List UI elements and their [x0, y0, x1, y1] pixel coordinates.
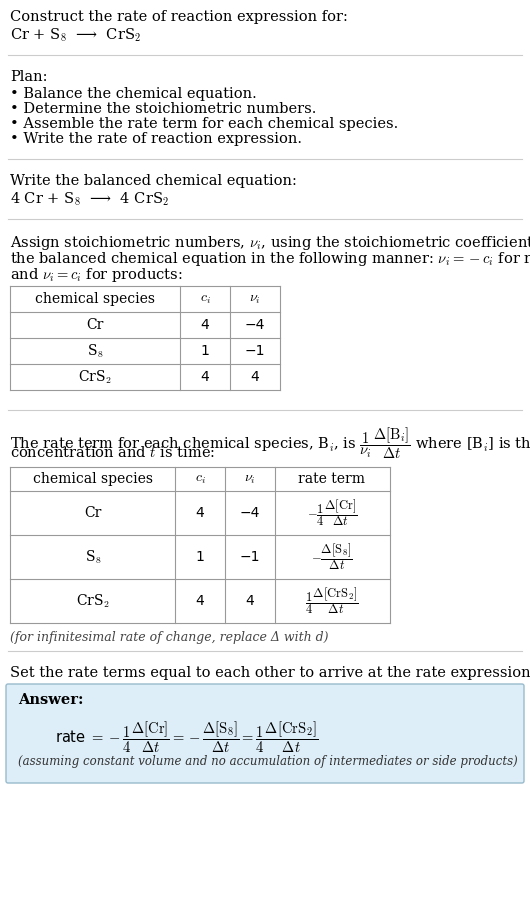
Text: • Assemble the rate term for each chemical species.: • Assemble the rate term for each chemic… — [10, 117, 398, 131]
Text: 4: 4 — [201, 318, 209, 332]
Text: −1: −1 — [240, 550, 260, 564]
Text: 4: 4 — [201, 370, 209, 384]
Text: 4: 4 — [245, 594, 254, 608]
Text: 4: 4 — [196, 506, 205, 520]
Text: rate term: rate term — [298, 472, 366, 486]
Text: S$_8$: S$_8$ — [87, 342, 103, 360]
Text: Cr: Cr — [86, 318, 104, 332]
Text: • Balance the chemical equation.: • Balance the chemical equation. — [10, 87, 257, 101]
Text: −4: −4 — [240, 506, 260, 520]
Text: $\nu_i$: $\nu_i$ — [249, 292, 261, 306]
Text: (assuming constant volume and no accumulation of intermediates or side products): (assuming constant volume and no accumul… — [18, 755, 518, 768]
Text: Set the rate terms equal to each other to arrive at the rate expression:: Set the rate terms equal to each other t… — [10, 666, 530, 680]
FancyBboxPatch shape — [6, 684, 524, 783]
Text: $-\dfrac{\Delta[\mathrm{S_8}]}{\Delta t}$: $-\dfrac{\Delta[\mathrm{S_8}]}{\Delta t}… — [311, 541, 353, 572]
Text: CrS$_2$: CrS$_2$ — [78, 369, 112, 386]
Text: 1: 1 — [196, 550, 205, 564]
Text: Cr: Cr — [84, 506, 102, 520]
Text: Cr + S$_8$  ⟶  CrS$_2$: Cr + S$_8$ ⟶ CrS$_2$ — [10, 27, 142, 44]
Text: Assign stoichiometric numbers, $\nu_i$, using the stoichiometric coefficients, $: Assign stoichiometric numbers, $\nu_i$, … — [10, 234, 530, 252]
Text: $\dfrac{1}{4}\dfrac{\Delta[\mathrm{CrS_2}]}{\Delta t}$: $\dfrac{1}{4}\dfrac{\Delta[\mathrm{CrS_2… — [305, 586, 359, 617]
Text: −4: −4 — [245, 318, 265, 332]
Text: S$_8$: S$_8$ — [85, 548, 101, 566]
Text: rate $= -\dfrac{1}{4}\dfrac{\Delta[\mathrm{Cr}]}{\Delta t} = -\dfrac{\Delta[\mat: rate $= -\dfrac{1}{4}\dfrac{\Delta[\math… — [55, 719, 319, 755]
Text: Write the balanced chemical equation:: Write the balanced chemical equation: — [10, 174, 297, 188]
Text: Answer:: Answer: — [18, 693, 84, 707]
Text: • Determine the stoichiometric numbers.: • Determine the stoichiometric numbers. — [10, 102, 316, 116]
Text: • Write the rate of reaction expression.: • Write the rate of reaction expression. — [10, 132, 302, 146]
Text: 4: 4 — [251, 370, 259, 384]
Text: Construct the rate of reaction expression for:: Construct the rate of reaction expressio… — [10, 10, 348, 24]
Text: $c_i$: $c_i$ — [195, 472, 206, 486]
Text: $-\dfrac{1}{4}\dfrac{\Delta[\mathrm{Cr}]}{\Delta t}$: $-\dfrac{1}{4}\dfrac{\Delta[\mathrm{Cr}]… — [307, 498, 357, 528]
Text: The rate term for each chemical species, B$_i$, is $\dfrac{1}{\nu_i}\dfrac{\Delt: The rate term for each chemical species,… — [10, 425, 530, 460]
Text: Plan:: Plan: — [10, 70, 48, 84]
Text: −1: −1 — [245, 344, 265, 358]
Text: $c_i$: $c_i$ — [200, 292, 210, 306]
Text: the balanced chemical equation in the following manner: $\nu_i = -c_i$ for react: the balanced chemical equation in the fo… — [10, 250, 530, 268]
Text: CrS$_2$: CrS$_2$ — [76, 592, 110, 609]
Text: 1: 1 — [200, 344, 209, 358]
Text: 4 Cr + S$_8$  ⟶  4 CrS$_2$: 4 Cr + S$_8$ ⟶ 4 CrS$_2$ — [10, 191, 170, 209]
Text: chemical species: chemical species — [33, 472, 153, 486]
Text: 4: 4 — [196, 594, 205, 608]
Text: (for infinitesimal rate of change, replace Δ with d): (for infinitesimal rate of change, repla… — [10, 631, 329, 644]
Text: $\nu_i$: $\nu_i$ — [244, 472, 256, 486]
Text: concentration and $t$ is time:: concentration and $t$ is time: — [10, 445, 215, 460]
Text: and $\nu_i = c_i$ for products:: and $\nu_i = c_i$ for products: — [10, 266, 182, 284]
Text: chemical species: chemical species — [35, 292, 155, 306]
